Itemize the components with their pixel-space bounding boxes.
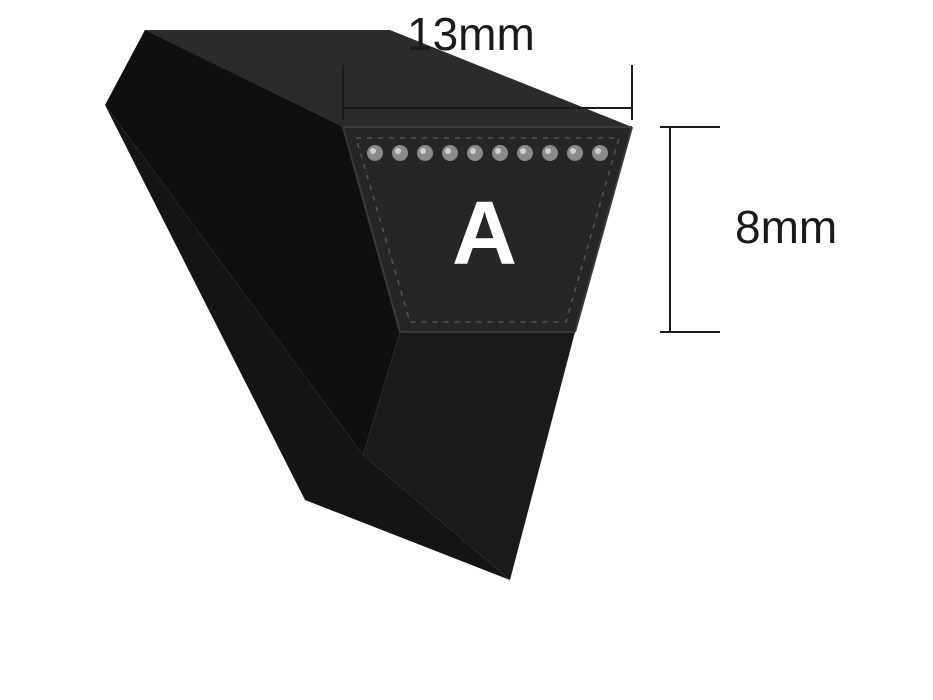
belt-series-letter: A [452,183,517,286]
belt-bottom-face [363,332,575,580]
vbelt-svg [0,0,933,700]
width-label: 13mm [407,7,535,61]
height-label: 8mm [735,200,837,254]
height-dimension [660,127,720,332]
vbelt-diagram: 13mm 8mm A [0,0,933,700]
